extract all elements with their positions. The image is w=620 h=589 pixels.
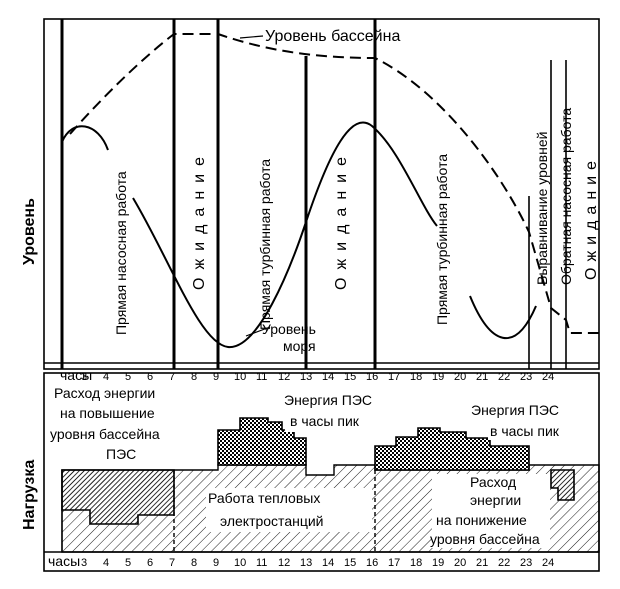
raise-cost-line-4: ПЭС: [106, 446, 136, 462]
lower-hour-tick-6: 6: [147, 557, 153, 569]
upper-hour-tick-3: 3: [81, 371, 87, 383]
peak-energy-area-2: [374, 427, 530, 471]
upper-hour-tick-4: 4: [103, 371, 109, 383]
lower-hour-tick-10: 10: [234, 557, 246, 569]
upper-hour-tick-6: 6: [147, 371, 153, 383]
basin-level-label: Уровень бассейна: [265, 28, 400, 45]
lower-hour-tick-21: 21: [476, 557, 488, 569]
upper-hour-ticks: 3 4 5 6 7 8 9 10 11 12 13 14 15 16 17 18 19 20 21 22 23 24: [81, 371, 554, 383]
lower-hour-tick-15: 15: [344, 557, 356, 569]
lower-hour-tick-22: 22: [498, 557, 510, 569]
upper-y-label: Уровень: [21, 198, 38, 265]
lower-hour-tick-11: 11: [256, 557, 267, 569]
thermal-line-2: электростанций: [220, 513, 324, 529]
basin-label-leader: [239, 35, 264, 39]
lower-hour-tick-9: 9: [213, 557, 219, 569]
raise-cost-line-2: на повышение: [60, 405, 155, 421]
phase-wait-3: Ожидание: [583, 155, 600, 280]
upper-hour-tick-10: 10: [234, 371, 246, 383]
phase-turbine-direct-2: Прямая турбинная работа: [434, 154, 450, 325]
upper-hour-tick-23: 23: [520, 371, 532, 383]
upper-hour-tick-9: 9: [213, 371, 219, 383]
upper-hour-tick-12: 12: [278, 371, 290, 383]
lower-hour-tick-16: 16: [366, 557, 378, 569]
upper-hour-tick-8: 8: [191, 371, 197, 383]
sea-label-leader: [245, 326, 271, 337]
upper-hour-tick-5: 5: [125, 371, 131, 383]
lower-hour-ticks: 3 4 5 6 7 8 9 10 11 12 13 14 15 16 17 18 19 20 21 22 23 24: [81, 557, 554, 569]
lower-cost-line-1: Расход: [470, 474, 516, 490]
lower-hour-tick-8: 8: [191, 557, 197, 569]
peak-label-2: Энергия ПЭС в часы пик: [471, 402, 584, 440]
basin-level-curve: [69, 33, 599, 334]
lower-hour-tick-19: 19: [432, 557, 444, 569]
lower-hour-tick-23: 23: [520, 557, 532, 569]
phase-pump-direct: Прямая насосная работа: [113, 171, 129, 335]
lower-hour-tick-3: 3: [81, 557, 87, 569]
lower-hours-label: часы: [48, 553, 80, 569]
raise-cost-line-1: Расход энергии: [54, 385, 155, 401]
lower-hour-tick-20: 20: [454, 557, 466, 569]
peak-1-line-2: в часы пик: [290, 413, 360, 429]
upper-hour-tick-15: 15: [344, 371, 356, 383]
raise-cost-line-3: уровня бассейна: [50, 426, 160, 442]
upper-hour-tick-14: 14: [322, 371, 334, 383]
peak-1-line-1: Энергия ПЭС: [284, 392, 372, 408]
peak-label-1: Энергия ПЭС в часы пик: [284, 392, 379, 432]
lower-cost-line-2: энергии: [470, 492, 521, 508]
sea-level-label-2: моря: [283, 338, 316, 354]
lower-hour-tick-17: 17: [388, 557, 400, 569]
lower-cost-line-4: уровня бассейна: [430, 531, 540, 547]
peak-energy-area-1: [217, 417, 307, 466]
peak-2-line-1: Энергия ПЭС: [471, 402, 559, 418]
raise-cost-label: Расход энергии на повышение уровня бассе…: [50, 383, 198, 463]
sea-level-curve: [61, 121, 537, 349]
upper-hour-tick-19: 19: [432, 371, 444, 383]
upper-hour-tick-24: 24: [542, 371, 554, 383]
sea-level-label-1: Уровень: [262, 321, 316, 337]
lower-cost-label: Расход энергии на понижение уровня бассе…: [430, 474, 550, 548]
phase-equalize: Выравнивание уровней: [534, 132, 550, 285]
phase-wait-2: Ожидание: [333, 149, 350, 290]
upper-hour-tick-18: 18: [410, 371, 422, 383]
thermal-line-1: Работа тепловых: [208, 490, 320, 506]
lower-hour-tick-24: 24: [542, 557, 554, 569]
upper-hour-tick-13: 13: [300, 371, 312, 383]
phase-pump-reverse: Обратная насосная работа: [558, 108, 574, 285]
lower-hour-tick-4: 4: [103, 557, 109, 569]
lower-cost-area: [550, 469, 575, 501]
lower-hour-tick-12: 12: [278, 557, 290, 569]
thermal-label: Работа тепловых электростанций: [206, 488, 372, 532]
upper-hour-tick-17: 17: [388, 371, 400, 383]
upper-hour-tick-21: 21: [476, 371, 488, 383]
upper-hours-label: часы: [60, 367, 92, 383]
lower-cost-line-3: на понижение: [436, 512, 527, 528]
upper-hour-tick-16: 16: [366, 371, 378, 383]
lower-y-label: Нагрузка: [21, 460, 38, 530]
upper-hour-tick-20: 20: [454, 371, 466, 383]
lower-hour-tick-13: 13: [300, 557, 312, 569]
lower-hour-tick-7: 7: [169, 557, 175, 569]
phase-wait-1: Ожидание: [191, 149, 208, 290]
upper-hour-tick-11: 11: [256, 371, 267, 383]
upper-hour-tick-22: 22: [498, 371, 510, 383]
lower-hour-tick-18: 18: [410, 557, 422, 569]
peak-2-line-2: в часы пик: [490, 423, 560, 439]
upper-chart-frame: [43, 18, 600, 370]
lower-hour-tick-5: 5: [125, 557, 131, 569]
lower-hour-tick-14: 14: [322, 557, 334, 569]
upper-hour-tick-7: 7: [169, 371, 175, 383]
phase-turbine-direct-1: Прямая турбинная работа: [257, 159, 273, 330]
